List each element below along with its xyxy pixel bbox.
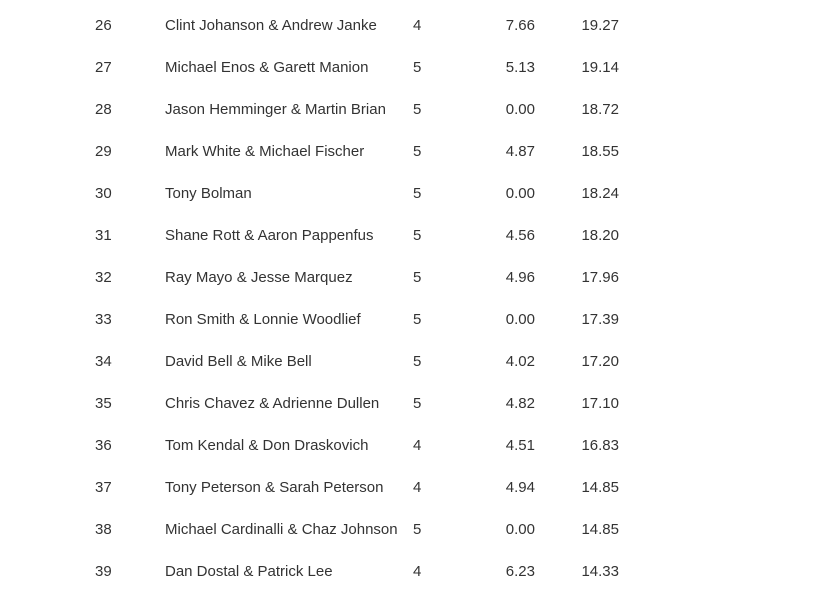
team-cell: Dan Dostal & Patrick Lee (165, 562, 333, 580)
table-row: 39 Dan Dostal & Patrick Lee 4 6.23 14.33 (95, 550, 619, 592)
points-cell: 6.23 (505, 562, 535, 580)
total-cell: 17.39 (581, 310, 619, 328)
rank-cell: 29 (95, 142, 112, 160)
table-row: 35 Chris Chavez & Adrienne Dullen 5 4.82… (95, 382, 619, 424)
games-cell: 5 (413, 310, 422, 328)
rank-cell: 31 (95, 226, 112, 244)
games-cell: 5 (413, 394, 422, 412)
rank-cell: 36 (95, 436, 112, 454)
points-cell: 0.00 (505, 520, 535, 538)
points-cell: 4.51 (505, 436, 535, 454)
rank-cell: 32 (95, 268, 112, 286)
games-cell: 4 (413, 436, 422, 454)
total-cell: 16.83 (581, 436, 619, 454)
rank-cell: 35 (95, 394, 112, 412)
total-cell: 14.85 (581, 478, 619, 496)
table-row: 33 Ron Smith & Lonnie Woodlief 5 0.00 17… (95, 298, 619, 340)
table-row: 37 Tony Peterson & Sarah Peterson 4 4.94… (95, 466, 619, 508)
games-cell: 5 (413, 184, 422, 202)
table-row: 34 David Bell & Mike Bell 5 4.02 17.20 (95, 340, 619, 382)
rank-cell: 30 (95, 184, 112, 202)
points-cell: 0.00 (505, 100, 535, 118)
games-cell: 5 (413, 352, 422, 370)
games-cell: 5 (413, 100, 422, 118)
rank-cell: 39 (95, 562, 112, 580)
points-cell: 0.00 (505, 184, 535, 202)
team-cell: Clint Johanson & Andrew Janke (165, 16, 377, 34)
table-row: 31 Shane Rott & Aaron Pappenfus 5 4.56 1… (95, 214, 619, 256)
games-cell: 5 (413, 226, 422, 244)
table-row: 38 Michael Cardinalli & Chaz Johnson 5 0… (95, 508, 619, 550)
games-cell: 4 (413, 478, 422, 496)
games-cell: 4 (413, 16, 422, 34)
rank-cell: 33 (95, 310, 112, 328)
rank-cell: 37 (95, 478, 112, 496)
games-cell: 4 (413, 562, 422, 580)
rank-cell: 34 (95, 352, 112, 370)
points-cell: 4.02 (505, 352, 535, 370)
games-cell: 5 (413, 520, 422, 538)
team-cell: Ron Smith & Lonnie Woodlief (165, 310, 361, 328)
total-cell: 17.20 (581, 352, 619, 370)
total-cell: 19.27 (581, 16, 619, 34)
rank-cell: 26 (95, 16, 112, 34)
team-cell: Chris Chavez & Adrienne Dullen (165, 394, 380, 412)
rank-cell: 27 (95, 58, 112, 76)
team-cell: Michael Cardinalli & Chaz Johnson (165, 520, 398, 538)
points-cell: 4.94 (505, 478, 535, 496)
team-cell: Tony Peterson & Sarah Peterson (165, 478, 384, 496)
table-row: 32 Ray Mayo & Jesse Marquez 5 4.96 17.96 (95, 256, 619, 298)
table-row: 27 Michael Enos & Garett Manion 5 5.13 1… (95, 46, 619, 88)
total-cell: 17.10 (581, 394, 619, 412)
points-cell: 4.87 (505, 142, 535, 160)
table-row: 28 Jason Hemminger & Martin Brian 5 0.00… (95, 88, 619, 130)
team-cell: Ray Mayo & Jesse Marquez (165, 268, 353, 286)
total-cell: 14.33 (581, 562, 619, 580)
points-cell: 7.66 (505, 16, 535, 34)
points-cell: 4.56 (505, 226, 535, 244)
games-cell: 5 (413, 142, 422, 160)
total-cell: 18.55 (581, 142, 619, 160)
rank-cell: 28 (95, 100, 112, 118)
standings-table: 26 Clint Johanson & Andrew Janke 4 7.66 … (95, 4, 619, 592)
table-row: 29 Mark White & Michael Fischer 5 4.87 1… (95, 130, 619, 172)
team-cell: Mark White & Michael Fischer (165, 142, 365, 160)
games-cell: 5 (413, 268, 422, 286)
total-cell: 14.85 (581, 520, 619, 538)
table-row: 30 Tony Bolman 5 0.00 18.24 (95, 172, 619, 214)
total-cell: 18.72 (581, 100, 619, 118)
team-cell: Michael Enos & Garett Manion (165, 58, 369, 76)
team-cell: Tony Bolman (165, 184, 252, 202)
points-cell: 5.13 (505, 58, 535, 76)
points-cell: 0.00 (505, 310, 535, 328)
team-cell: Jason Hemminger & Martin Brian (165, 100, 386, 118)
total-cell: 17.96 (581, 268, 619, 286)
total-cell: 18.24 (581, 184, 619, 202)
table-row: 26 Clint Johanson & Andrew Janke 4 7.66 … (95, 4, 619, 46)
games-cell: 5 (413, 58, 422, 76)
team-cell: Shane Rott & Aaron Pappenfus (165, 226, 374, 244)
rank-cell: 38 (95, 520, 112, 538)
team-cell: David Bell & Mike Bell (165, 352, 312, 370)
points-cell: 4.96 (505, 268, 535, 286)
points-cell: 4.82 (505, 394, 535, 412)
table-row: 36 Tom Kendal & Don Draskovich 4 4.51 16… (95, 424, 619, 466)
table-body: 26 Clint Johanson & Andrew Janke 4 7.66 … (95, 4, 619, 592)
team-cell: Tom Kendal & Don Draskovich (165, 436, 369, 454)
total-cell: 18.20 (581, 226, 619, 244)
total-cell: 19.14 (581, 58, 619, 76)
